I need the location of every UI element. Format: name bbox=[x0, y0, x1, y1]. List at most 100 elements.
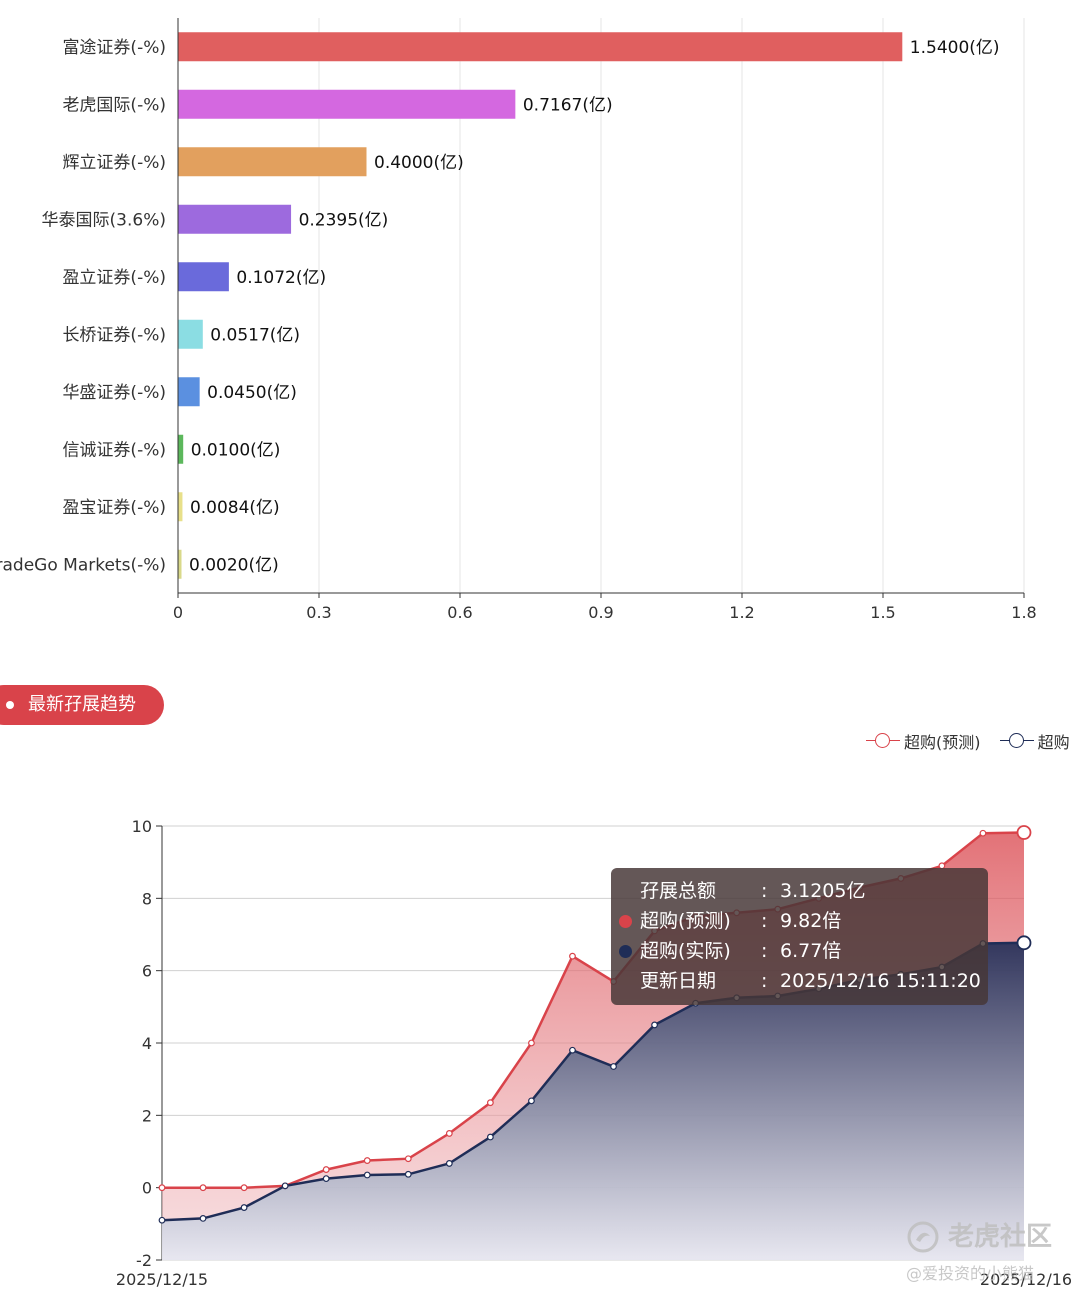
legend-item-actual[interactable]: 超购 bbox=[999, 729, 1070, 753]
bar-chart-x-ticks: 0 0.3 0.6 0.9 1.2 1.5 1.8 bbox=[173, 593, 1037, 622]
trend-chart-y-ticks: -2 0 2 4 6 8 10 bbox=[132, 817, 163, 1270]
series-point[interactable] bbox=[363, 1171, 371, 1179]
chart-tooltip: 孖展总额 : 3.1205亿 超购(预测) : 9.82倍 超购(实际) : 6… bbox=[611, 868, 988, 1005]
series-point[interactable] bbox=[486, 1133, 494, 1141]
tooltip-key: 超购(实际) bbox=[640, 940, 731, 962]
trend-y-tick-label: 10 bbox=[132, 817, 152, 836]
bar-x-tick-label: 1.8 bbox=[1011, 603, 1036, 622]
series-point[interactable] bbox=[322, 1175, 330, 1183]
bar[interactable] bbox=[178, 262, 229, 292]
series-point[interactable] bbox=[569, 1046, 576, 1054]
tooltip-colon: : bbox=[761, 910, 768, 932]
series-point[interactable] bbox=[528, 1097, 535, 1105]
section-bullet-icon bbox=[6, 701, 14, 709]
bar-value-label: 0.0020(亿) bbox=[189, 555, 279, 575]
bar[interactable] bbox=[178, 32, 903, 62]
legend-label: 超购(预测) bbox=[904, 733, 981, 752]
bar-chart-bars bbox=[178, 32, 903, 579]
bar-value-label: 0.0517(亿) bbox=[210, 325, 300, 345]
bar[interactable] bbox=[178, 377, 200, 407]
series-point[interactable] bbox=[1016, 825, 1032, 840]
tooltip-colon: : bbox=[761, 970, 768, 992]
series-point[interactable] bbox=[240, 1204, 248, 1211]
series-area bbox=[162, 942, 1024, 1260]
trend-x-label: 2025/12/16 bbox=[980, 1270, 1072, 1289]
bar-x-tick-label: 0 bbox=[173, 603, 183, 622]
series-point[interactable] bbox=[445, 1130, 453, 1137]
bar-category-label: TradeGo Markets(-%) bbox=[0, 555, 166, 575]
watermark: 老虎社区 @爱投资的小熊猫 bbox=[904, 1220, 1080, 1300]
bar-x-tick-label: 0.6 bbox=[447, 603, 472, 622]
series-point[interactable] bbox=[486, 1099, 494, 1107]
bar[interactable] bbox=[178, 89, 516, 119]
tooltip-value: 2025/12/16 15:11:20 bbox=[780, 970, 981, 992]
tooltip-key: 孖展总额 bbox=[640, 880, 717, 902]
series-marker-icon bbox=[619, 945, 632, 958]
tooltip-key: 超购(预测) bbox=[640, 910, 731, 932]
series-point[interactable] bbox=[651, 1021, 658, 1029]
tooltip-colon: : bbox=[761, 880, 768, 902]
bar[interactable] bbox=[178, 549, 182, 579]
bar-value-label: 0.1072(亿) bbox=[236, 268, 326, 288]
section-title-pill: 最新孖展趋势 bbox=[0, 685, 164, 725]
bar-chart-category-labels: 富途证券(-%) 老虎国际(-%) 辉立证券(-%) 华泰国际(3.6%) 盈立证券(-… bbox=[0, 38, 166, 576]
series-point[interactable] bbox=[363, 1157, 371, 1164]
series-point[interactable] bbox=[158, 1184, 166, 1192]
series-point[interactable] bbox=[610, 1063, 617, 1070]
bar[interactable] bbox=[178, 434, 184, 464]
series-point[interactable] bbox=[199, 1215, 207, 1222]
legend-label: 超购 bbox=[1037, 733, 1070, 752]
trend-y-tick-label: 4 bbox=[142, 1034, 152, 1053]
legend-circle-icon bbox=[999, 732, 1034, 750]
series-point[interactable] bbox=[404, 1155, 412, 1163]
bar-x-tick-label: 0.3 bbox=[306, 603, 331, 622]
series-point[interactable] bbox=[199, 1184, 207, 1192]
series-point[interactable] bbox=[404, 1170, 412, 1178]
bar-category-label: 富途证券(-%) bbox=[62, 38, 166, 58]
series-point[interactable] bbox=[445, 1160, 453, 1167]
bar-chart-value-labels: 1.5400(亿) 0.7167(亿) 0.4000(亿) 0.2395(亿) 0.10… bbox=[189, 38, 1000, 576]
bar[interactable] bbox=[178, 204, 292, 234]
bar-category-label: 信诚证券(-%) bbox=[62, 440, 166, 460]
watermark-handle: @爱投资的小熊猫 bbox=[906, 1264, 1035, 1283]
series-point[interactable] bbox=[528, 1039, 535, 1047]
series-marker-icon bbox=[619, 915, 632, 928]
bar-value-label: 0.7167(亿) bbox=[523, 95, 613, 115]
series-point[interactable] bbox=[158, 1216, 166, 1224]
bar-category-label: 盈立证券(-%) bbox=[62, 268, 166, 288]
bar[interactable] bbox=[178, 147, 367, 177]
trend-y-tick-label: -2 bbox=[136, 1251, 152, 1270]
series-point[interactable] bbox=[240, 1184, 248, 1192]
trend-y-tick-label: 2 bbox=[142, 1106, 152, 1125]
bar-category-label: 老虎国际(-%) bbox=[62, 95, 166, 115]
series-point[interactable] bbox=[569, 952, 576, 960]
legend-circle-icon bbox=[866, 732, 900, 750]
bar-category-label: 盈宝证券(-%) bbox=[62, 498, 166, 518]
bar-value-label: 0.0084(亿) bbox=[190, 498, 280, 518]
trend-y-tick-label: 8 bbox=[142, 889, 152, 908]
tooltip-colon: : bbox=[761, 940, 768, 962]
bar-category-label: 长桥证券(-%) bbox=[62, 325, 166, 345]
bar-category-label: 华盛证券(-%) bbox=[62, 383, 166, 403]
bar-category-label: 辉立证券(-%) bbox=[62, 153, 166, 173]
tiger-logo-icon bbox=[907, 1221, 939, 1253]
series-point[interactable] bbox=[322, 1166, 330, 1173]
trend-y-tick-label: 0 bbox=[142, 1179, 152, 1198]
trend-y-tick-label: 6 bbox=[142, 962, 152, 981]
tooltip-value: 9.82倍 bbox=[780, 910, 842, 932]
bar-value-label: 0.4000(亿) bbox=[374, 153, 464, 173]
bar-x-tick-label: 1.5 bbox=[870, 603, 895, 622]
bar[interactable] bbox=[178, 492, 183, 522]
trend-x-label: 2025/12/15 bbox=[116, 1270, 208, 1289]
trend-chart-x-labels: 2025/12/15 2025/12/16 bbox=[116, 1270, 1072, 1289]
broker-bar-chart: 0 0.3 0.6 0.9 1.2 1.5 1.8 富途证券(-%) 老虎国际(-%) 辉立证券… bbox=[0, 18, 1037, 622]
bar-value-label: 0.2395(亿) bbox=[299, 210, 389, 230]
bar[interactable] bbox=[178, 319, 203, 349]
legend-item-forecast[interactable]: 超购(预测) bbox=[866, 729, 981, 753]
series-point[interactable] bbox=[1016, 935, 1032, 951]
series-point[interactable] bbox=[281, 1182, 289, 1190]
series-point[interactable] bbox=[979, 829, 987, 837]
bar-x-tick-label: 1.2 bbox=[729, 603, 754, 622]
bar-category-label: 华泰国际(3.6%) bbox=[42, 210, 166, 230]
bar-value-label: 0.0100(亿) bbox=[191, 440, 281, 460]
